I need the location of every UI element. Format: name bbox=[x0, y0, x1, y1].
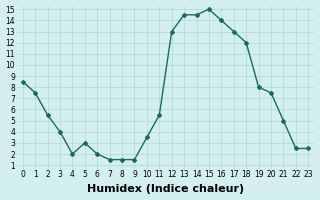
X-axis label: Humidex (Indice chaleur): Humidex (Indice chaleur) bbox=[87, 184, 244, 194]
